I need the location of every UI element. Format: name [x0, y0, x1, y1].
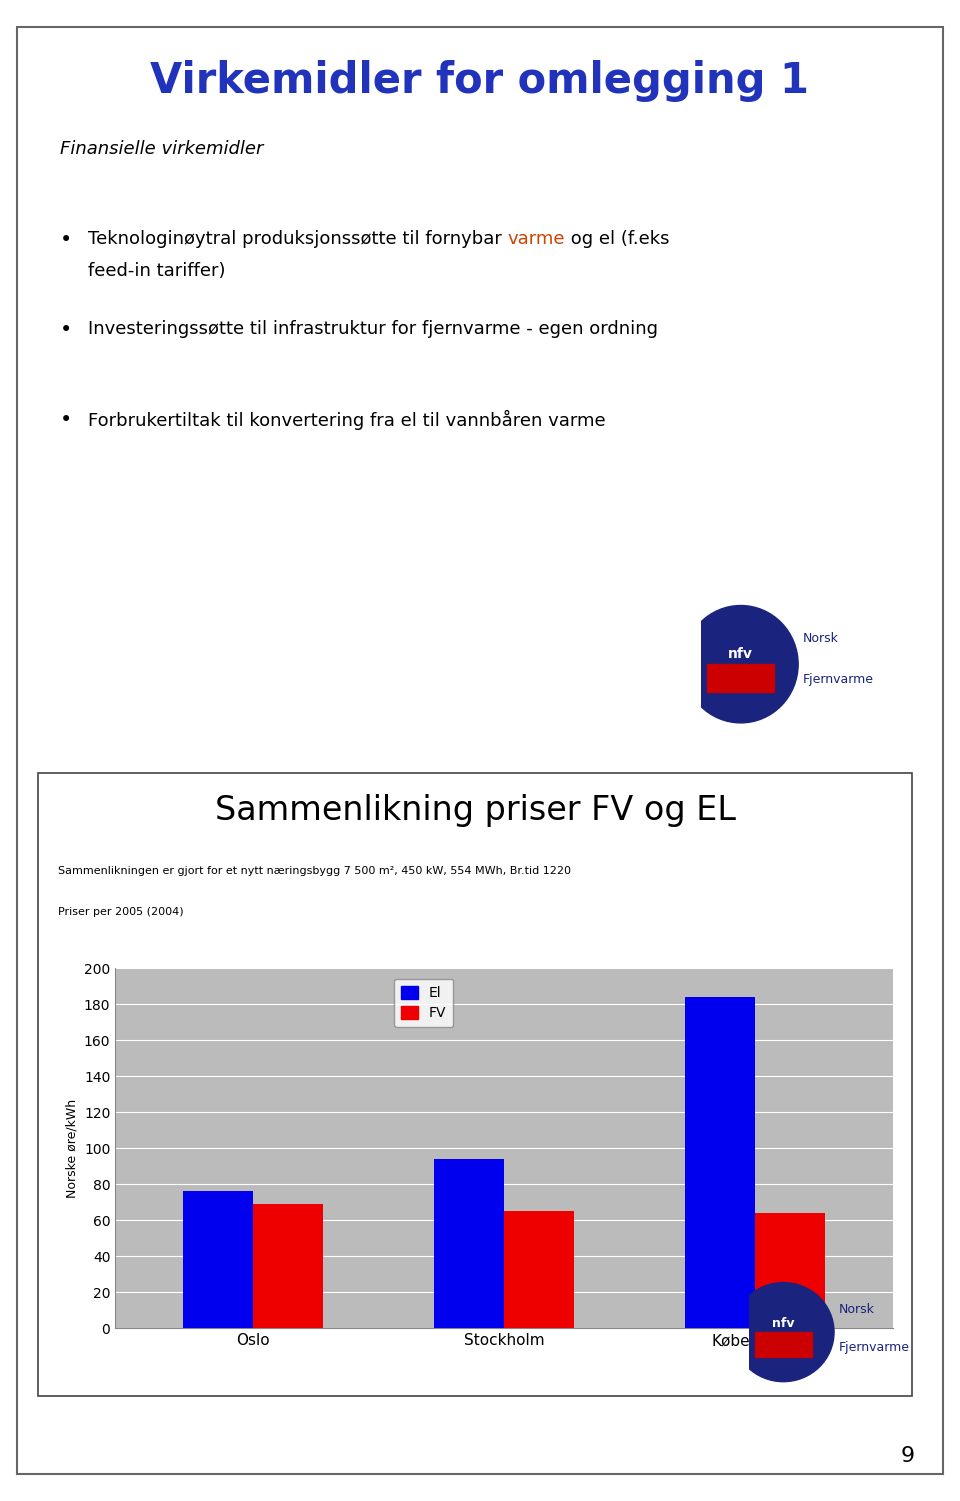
Bar — [684, 997, 755, 1328]
Bar — [755, 1333, 812, 1357]
Text: Norsk: Norsk — [804, 632, 839, 645]
Bar — [707, 663, 775, 692]
Text: Norsk: Norsk — [839, 1303, 875, 1316]
Text: Teknologinøytral produksjonssøtte til fornybar: Teknologinøytral produksjonssøtte til fo… — [88, 230, 508, 248]
Legend: El, FV: El, FV — [395, 979, 453, 1027]
Text: Priser per 2005 (2004): Priser per 2005 (2004) — [58, 907, 183, 917]
Bar — [504, 1211, 574, 1328]
Bar — [183, 1192, 253, 1328]
Text: Finansielle virkemidler: Finansielle virkemidler — [60, 140, 263, 158]
Text: •: • — [60, 230, 72, 251]
Text: Virkemidler for omlegging 1: Virkemidler for omlegging 1 — [151, 60, 809, 102]
Text: Investeringssøtte til infrastruktur for fjernvarme - egen ordning: Investeringssøtte til infrastruktur for … — [88, 320, 658, 338]
Bar — [434, 1159, 504, 1328]
Y-axis label: Norske øre/kWh: Norske øre/kWh — [65, 1099, 79, 1198]
Text: feed-in tariffer): feed-in tariffer) — [88, 263, 226, 281]
Text: Sammenlikning priser FV og EL: Sammenlikning priser FV og EL — [215, 794, 735, 827]
Text: nfv: nfv — [772, 1316, 795, 1330]
Bar — [253, 1204, 324, 1328]
Text: varme: varme — [508, 230, 565, 248]
Circle shape — [732, 1282, 834, 1381]
Text: Fjernvarme: Fjernvarme — [804, 672, 875, 686]
Circle shape — [684, 605, 798, 723]
Text: Sammenlikningen er gjort for et nytt næringsbygg 7 500 m², 450 kW, 554 MWh, Br.t: Sammenlikningen er gjort for et nytt nær… — [58, 866, 570, 877]
Text: 9: 9 — [900, 1445, 915, 1466]
Text: Fjernvarme: Fjernvarme — [839, 1342, 910, 1354]
Text: og el (f.eks: og el (f.eks — [565, 230, 670, 248]
Text: •: • — [60, 410, 72, 431]
Text: nfv: nfv — [729, 647, 754, 660]
Bar — [755, 1213, 825, 1328]
Text: •: • — [60, 320, 72, 341]
Text: Forbrukertiltak til konvertering fra el til vannbåren varme: Forbrukertiltak til konvertering fra el … — [88, 410, 606, 431]
